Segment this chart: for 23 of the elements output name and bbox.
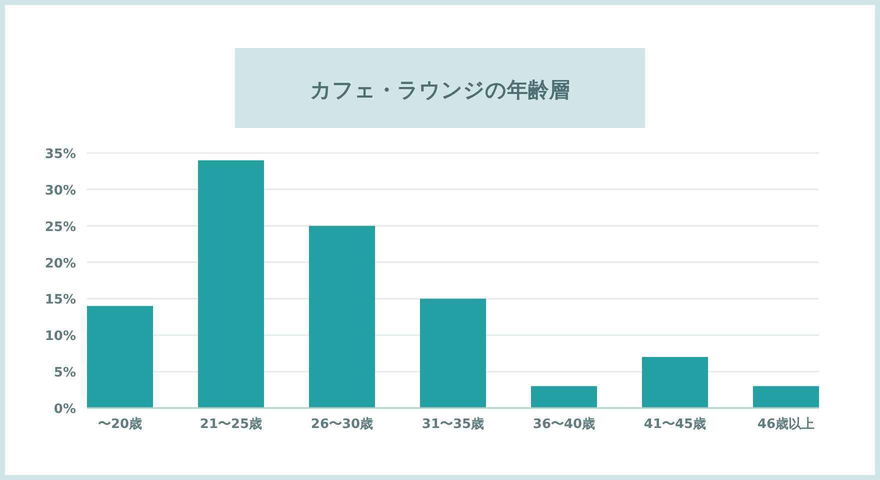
y-tick-label: 30% [44,183,76,198]
chart-title: カフェ・ラウンジの年齢層 [310,78,570,102]
y-tick-label: 20% [44,256,76,272]
bar [87,306,153,408]
x-tick-label: 31〜35歳 [422,417,484,432]
y-tick-label: 15% [44,292,76,308]
y-tick-label: 10% [44,329,76,344]
y-tick-label: 5% [54,366,76,381]
y-tick-label: 25% [44,220,76,235]
bar [198,160,264,408]
bar [531,386,597,408]
x-tick-label: 21〜25歳 [200,417,262,432]
bar [309,226,375,408]
bar [642,357,708,408]
x-tick-label: 〜20歳 [98,417,142,432]
x-tick-label: 36〜40歳 [532,417,596,432]
x-tick-label: 41〜45歳 [644,417,706,432]
bar [753,386,819,408]
y-tick-label: 0% [54,402,76,417]
y-tick-label: 35% [44,147,76,162]
x-tick-label: 26〜30歳 [310,417,374,432]
x-tick-label: 46歳以上 [757,417,815,432]
bar [420,298,486,408]
